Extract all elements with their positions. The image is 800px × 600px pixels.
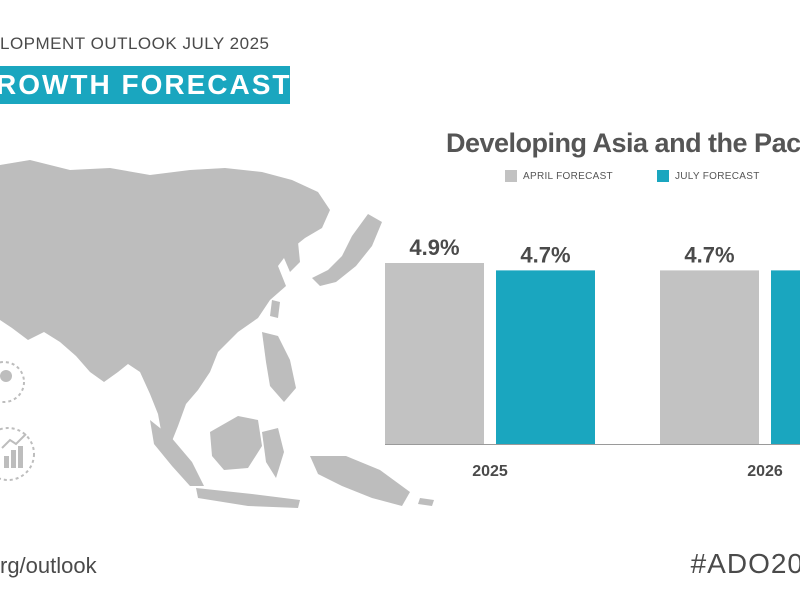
map-japan: [312, 214, 382, 286]
bar-july-2025: [496, 270, 595, 444]
map-mainland-asia: [0, 160, 330, 446]
chart-title: Developing Asia and the Pacif: [446, 128, 800, 158]
people-icon: [0, 361, 25, 403]
legend-item-july: JULY FORECAST: [656, 170, 760, 182]
data-label-july-2025: 4.7%: [520, 242, 570, 267]
report-subtitle: LOPMENT OUTLOOK JULY 2025: [0, 34, 270, 53]
x-tick-label-2026: 2026: [747, 463, 783, 480]
x-tick-label-2025: 2025: [472, 463, 508, 480]
map-new-guinea: [310, 456, 410, 506]
map-taiwan: [270, 300, 280, 318]
bar-april-2025: [385, 263, 484, 444]
map-korea: [284, 238, 300, 272]
map-borneo: [210, 416, 262, 470]
legend-item-april: APRIL FORECAST: [505, 170, 613, 182]
map-java: [196, 488, 300, 508]
banner-title: ROWTH FORECAST: [0, 69, 290, 100]
map-sulawesi: [262, 428, 284, 478]
footer-hashtag: #ADO20: [690, 548, 800, 579]
map-sumatra: [150, 420, 204, 486]
bar-april-2026: [660, 270, 759, 444]
legend-swatch-april: [505, 170, 517, 182]
bar-july-2026: [771, 270, 800, 444]
title-banner: ROWTH FORECAST: [0, 66, 290, 104]
legend-swatch-july: [656, 170, 669, 182]
legend-label-april: APRIL FORECAST: [523, 170, 613, 182]
map-philippines: [262, 332, 296, 402]
chart-legend: APRIL FORECAST JULY FORECAST: [505, 170, 800, 182]
data-label-april-2025: 4.9%: [409, 235, 459, 260]
footer-url[interactable]: rg/outlook: [0, 553, 97, 578]
data-label-april-2026: 4.7%: [684, 242, 734, 267]
growth-chart-icon: [0, 427, 35, 481]
map-solomons: [418, 498, 434, 506]
legend-label-july: JULY FORECAST: [674, 170, 760, 182]
